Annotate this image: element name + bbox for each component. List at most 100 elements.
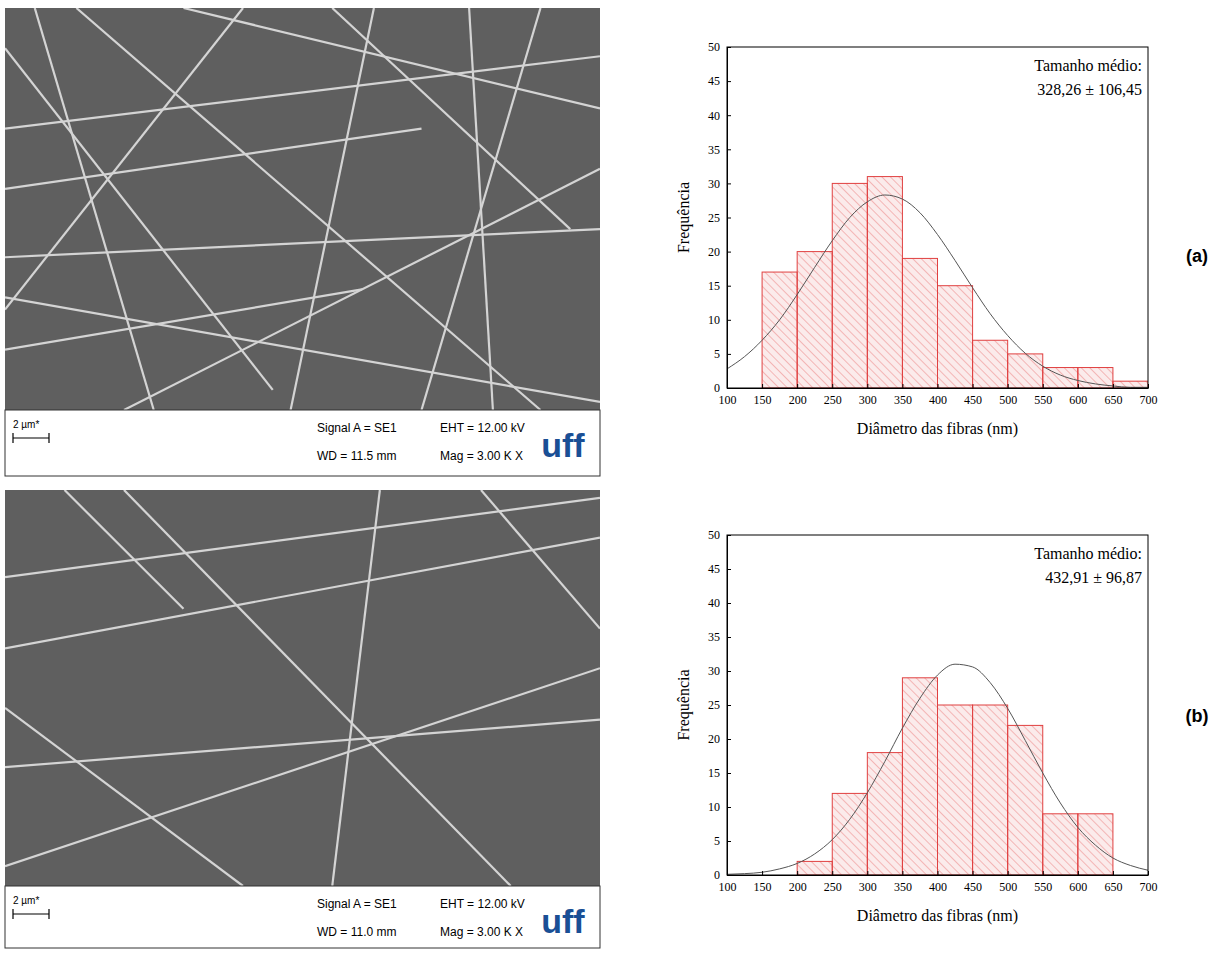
x-tick: 350 bbox=[894, 871, 912, 894]
y-tick-mark bbox=[727, 807, 731, 808]
x-axis: 100150200250300350400450500550600650700 bbox=[719, 384, 1158, 407]
x-tick-label: 500 bbox=[999, 880, 1017, 894]
scale-bar-label: 2 µm* bbox=[13, 895, 39, 906]
fiber bbox=[5, 720, 600, 768]
logo: uff bbox=[541, 902, 585, 940]
y-tick-label: 50 bbox=[708, 40, 720, 54]
y-tick-mark bbox=[727, 252, 731, 253]
y-tick-label: 5 bbox=[714, 834, 720, 848]
x-tick-label: 600 bbox=[1069, 880, 1087, 894]
x-tick-label: 300 bbox=[859, 393, 877, 407]
histogram: 1001502002503003504004505005506006507000… bbox=[675, 40, 1158, 438]
y-tick-mark bbox=[727, 354, 731, 355]
x-axis-title: Diâmetro das fibras (nm) bbox=[857, 907, 1018, 925]
x-tick-label: 100 bbox=[719, 880, 737, 894]
sem-info: WD = 11.5 mm bbox=[317, 449, 396, 463]
y-tick-label: 10 bbox=[708, 800, 720, 814]
x-tick: 650 bbox=[1104, 871, 1122, 894]
y-axis-title: Frequência bbox=[675, 182, 693, 253]
y-tick: 10 bbox=[708, 800, 731, 814]
x-tick-label: 250 bbox=[824, 880, 842, 894]
y-tick: 45 bbox=[708, 562, 731, 576]
x-axis: 100150200250300350400450500550600650700 bbox=[719, 871, 1158, 894]
y-tick-label: 40 bbox=[708, 596, 720, 610]
x-tick: 600 bbox=[1069, 871, 1087, 894]
y-tick-label: 45 bbox=[708, 74, 720, 88]
x-tick-mark bbox=[1078, 384, 1079, 388]
bar bbox=[938, 705, 973, 875]
y-tick-mark bbox=[727, 218, 731, 219]
x-tick: 500 bbox=[999, 384, 1017, 407]
x-tick-label: 700 bbox=[1140, 393, 1158, 407]
annotation: 432,91 ± 96,87 bbox=[1045, 569, 1142, 586]
bar bbox=[762, 272, 797, 388]
x-tick: 300 bbox=[859, 384, 877, 407]
y-tick-label: 25 bbox=[708, 211, 720, 225]
y-tick-mark bbox=[727, 603, 731, 604]
x-tick-mark bbox=[938, 384, 939, 388]
fiber bbox=[5, 668, 600, 866]
sem-info: WD = 11.0 mm bbox=[317, 925, 396, 939]
fiber bbox=[35, 8, 154, 410]
y-tick-mark bbox=[727, 149, 731, 150]
y-tick-label: 15 bbox=[708, 279, 720, 293]
scale-bar-cap bbox=[48, 433, 49, 443]
fiber bbox=[332, 490, 380, 886]
y-tick-mark bbox=[727, 739, 731, 740]
x-tick-mark bbox=[762, 871, 763, 875]
fit-curve bbox=[727, 664, 1148, 874]
x-tick: 200 bbox=[789, 871, 807, 894]
y-tick: 25 bbox=[708, 698, 731, 712]
x-tick-mark bbox=[832, 384, 833, 388]
x-tick-mark bbox=[762, 384, 763, 388]
sem-panel: 2 µm*Signal A = SE1EHT = 12.00 kVWD = 11… bbox=[5, 8, 600, 476]
plot-area bbox=[727, 664, 1148, 875]
y-tick-mark bbox=[727, 569, 731, 570]
y-tick-label: 0 bbox=[714, 381, 720, 395]
bar bbox=[1043, 814, 1078, 875]
plot-area bbox=[727, 177, 1148, 388]
y-tick: 35 bbox=[708, 630, 731, 644]
sem-info: EHT = 12.00 kV bbox=[440, 897, 525, 911]
x-tick-mark bbox=[797, 871, 798, 875]
scale-bar bbox=[13, 437, 49, 438]
bar bbox=[1078, 814, 1113, 875]
x-tick-mark bbox=[1113, 871, 1114, 875]
y-tick-label: 40 bbox=[708, 109, 720, 123]
x-tick: 250 bbox=[824, 871, 842, 894]
x-tick-label: 650 bbox=[1104, 880, 1122, 894]
y-tick-mark bbox=[727, 705, 731, 706]
x-tick: 300 bbox=[859, 871, 877, 894]
x-tick-label: 100 bbox=[719, 393, 737, 407]
bar bbox=[1043, 368, 1078, 388]
y-tick-mark bbox=[727, 637, 731, 638]
x-tick: 550 bbox=[1034, 384, 1052, 407]
fiber bbox=[5, 498, 600, 577]
x-tick: 200 bbox=[789, 384, 807, 407]
fiber bbox=[5, 538, 600, 649]
x-tick-mark bbox=[1113, 384, 1114, 388]
x-tick-mark bbox=[797, 384, 798, 388]
x-tick: 150 bbox=[754, 384, 772, 407]
x-tick-mark bbox=[867, 384, 868, 388]
y-tick: 5 bbox=[714, 347, 731, 361]
y-tick-mark bbox=[727, 183, 731, 184]
bar bbox=[902, 258, 937, 388]
y-axis: 05101520253035404550 bbox=[708, 40, 731, 395]
x-tick-label: 650 bbox=[1104, 393, 1122, 407]
bar bbox=[938, 286, 973, 388]
y-tick-mark bbox=[727, 286, 731, 287]
y-tick-label: 20 bbox=[708, 245, 720, 259]
x-tick-label: 700 bbox=[1140, 880, 1158, 894]
plot-frame bbox=[727, 535, 1148, 875]
x-tick: 400 bbox=[929, 871, 947, 894]
y-tick-mark bbox=[727, 320, 731, 321]
x-tick-label: 200 bbox=[789, 393, 807, 407]
sem-info: Signal A = SE1 bbox=[317, 421, 397, 435]
y-tick-label: 15 bbox=[708, 766, 720, 780]
x-tick-label: 150 bbox=[754, 880, 772, 894]
sem-info: Signal A = SE1 bbox=[317, 897, 397, 911]
y-tick-label: 35 bbox=[708, 143, 720, 157]
x-tick-mark bbox=[1008, 384, 1009, 388]
x-tick-label: 400 bbox=[929, 393, 947, 407]
